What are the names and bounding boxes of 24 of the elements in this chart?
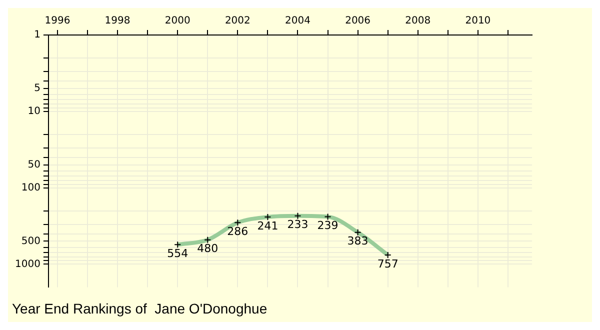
data-label: 241 [257,219,278,232]
y-tick-label: 500 [21,236,40,247]
text: Year End Rankings of Jane O'Donoghue [12,300,268,316]
x-tick-label: 2010 [465,16,491,27]
data-label: 757 [377,257,398,270]
data-label: 554 [167,246,188,260]
data-label: 480 [197,242,218,256]
x-tick-label: 2002 [224,16,250,27]
y-tick-label: 5 [34,82,40,94]
y-tick-label: 50 [28,159,40,170]
y-tick-label: 100 [21,182,40,194]
data-label: 239 [317,219,338,232]
x-tick-label: 2008 [405,16,431,27]
y-tick-label: 10 [28,106,40,117]
data-label: 233 [287,218,308,232]
y-tick-label: 1000 [14,258,40,270]
data-label: 383 [347,234,368,248]
x-tick-label: 2006 [345,16,371,27]
x-tick-label: 2000 [164,16,190,27]
data-label: 286 [227,225,248,238]
x-tick-label: 1996 [44,16,70,27]
y-tick-label: 1 [34,30,40,41]
x-tick-label: 2004 [285,16,310,27]
x-tick-label: 1998 [104,16,130,27]
